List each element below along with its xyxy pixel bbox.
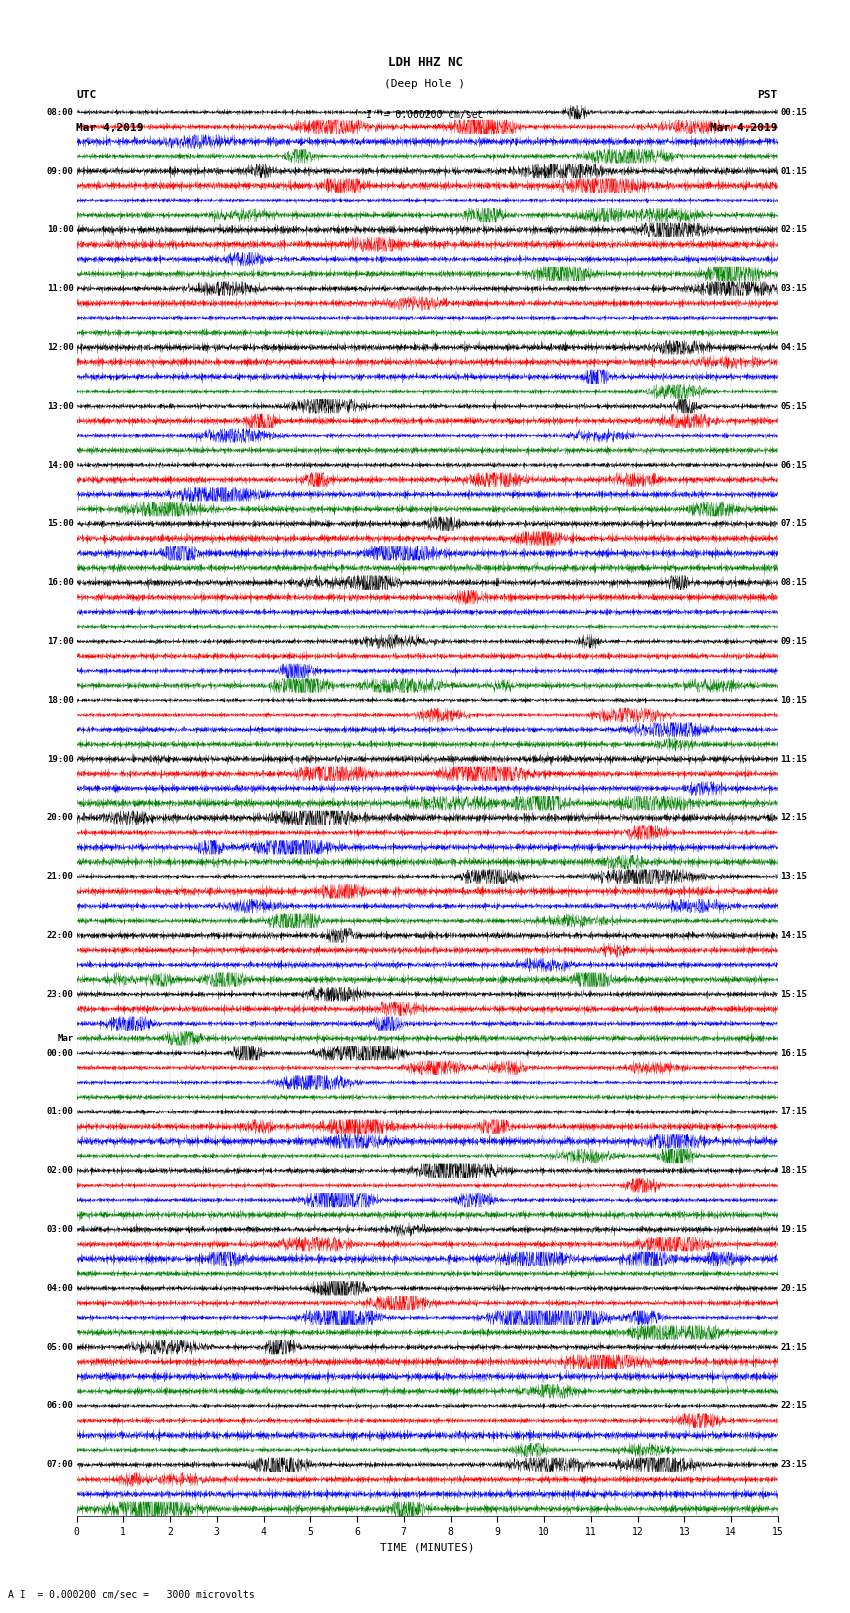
Text: 19:00: 19:00 <box>47 755 74 763</box>
Text: 19:15: 19:15 <box>780 1224 808 1234</box>
Text: UTC: UTC <box>76 90 97 100</box>
Text: 05:00: 05:00 <box>47 1342 74 1352</box>
Text: 04:00: 04:00 <box>47 1284 74 1294</box>
Text: 17:15: 17:15 <box>780 1108 808 1116</box>
Text: 06:00: 06:00 <box>47 1402 74 1410</box>
Text: 10:15: 10:15 <box>780 695 808 705</box>
Text: 22:15: 22:15 <box>780 1402 808 1410</box>
Text: 13:15: 13:15 <box>780 873 808 881</box>
Text: 03:00: 03:00 <box>47 1224 74 1234</box>
Text: 00:00: 00:00 <box>47 1048 74 1058</box>
Text: 04:15: 04:15 <box>780 344 808 352</box>
Text: 14:00: 14:00 <box>47 461 74 469</box>
X-axis label: TIME (MINUTES): TIME (MINUTES) <box>380 1542 474 1552</box>
Text: 01:15: 01:15 <box>780 166 808 176</box>
Text: 12:00: 12:00 <box>47 344 74 352</box>
Text: 13:00: 13:00 <box>47 402 74 411</box>
Text: LDH HHZ NC: LDH HHZ NC <box>388 56 462 69</box>
Text: I  = 0.000200 cm/sec: I = 0.000200 cm/sec <box>366 110 484 119</box>
Text: 07:15: 07:15 <box>780 519 808 529</box>
Text: 18:00: 18:00 <box>47 695 74 705</box>
Text: 17:00: 17:00 <box>47 637 74 645</box>
Text: Mar 4,2019: Mar 4,2019 <box>76 123 144 132</box>
Text: 02:15: 02:15 <box>780 226 808 234</box>
Text: 21:15: 21:15 <box>780 1342 808 1352</box>
Text: 21:00: 21:00 <box>47 873 74 881</box>
Text: 08:15: 08:15 <box>780 577 808 587</box>
Text: 07:00: 07:00 <box>47 1460 74 1469</box>
Text: 16:00: 16:00 <box>47 577 74 587</box>
Text: Mar 4,2019: Mar 4,2019 <box>711 123 778 132</box>
Text: 02:00: 02:00 <box>47 1166 74 1176</box>
Text: 11:00: 11:00 <box>47 284 74 294</box>
Text: 09:00: 09:00 <box>47 166 74 176</box>
Text: 01:00: 01:00 <box>47 1108 74 1116</box>
Text: A I  = 0.000200 cm/sec =   3000 microvolts: A I = 0.000200 cm/sec = 3000 microvolts <box>8 1590 255 1600</box>
Text: 12:15: 12:15 <box>780 813 808 823</box>
Text: 18:15: 18:15 <box>780 1166 808 1176</box>
Text: 20:15: 20:15 <box>780 1284 808 1294</box>
Text: 10:00: 10:00 <box>47 226 74 234</box>
Text: 08:00: 08:00 <box>47 108 74 116</box>
Text: 20:00: 20:00 <box>47 813 74 823</box>
Text: 03:15: 03:15 <box>780 284 808 294</box>
Text: 00:15: 00:15 <box>780 108 808 116</box>
Text: 15:00: 15:00 <box>47 519 74 529</box>
Text: 16:15: 16:15 <box>780 1048 808 1058</box>
Text: 09:15: 09:15 <box>780 637 808 645</box>
Text: 22:00: 22:00 <box>47 931 74 940</box>
Text: 14:15: 14:15 <box>780 931 808 940</box>
Text: Mar: Mar <box>58 1034 74 1044</box>
Text: 06:15: 06:15 <box>780 461 808 469</box>
Text: 15:15: 15:15 <box>780 990 808 998</box>
Text: 23:15: 23:15 <box>780 1460 808 1469</box>
Text: PST: PST <box>757 90 778 100</box>
Text: (Deep Hole ): (Deep Hole ) <box>384 79 466 89</box>
Text: 23:00: 23:00 <box>47 990 74 998</box>
Text: 11:15: 11:15 <box>780 755 808 763</box>
Text: 05:15: 05:15 <box>780 402 808 411</box>
